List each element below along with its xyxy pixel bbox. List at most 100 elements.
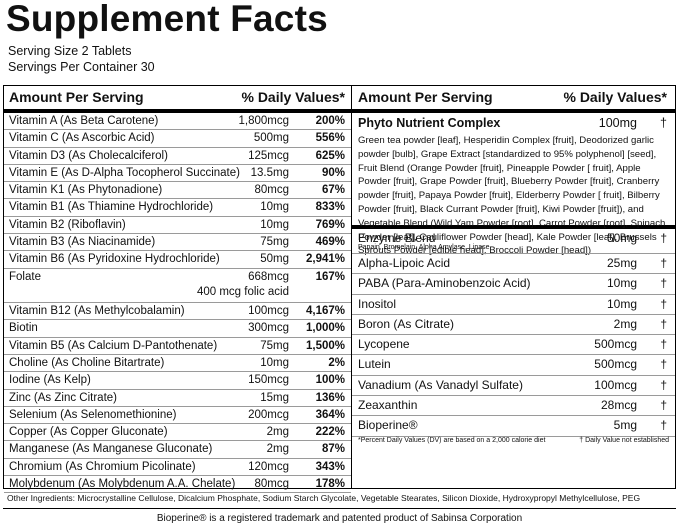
nutrient-row: Selenium (As Selenomethionine) 200mcg 364% bbox=[4, 407, 351, 425]
nutrient-amount: 80mcg bbox=[254, 184, 289, 197]
ingredient-mark: † bbox=[660, 337, 667, 352]
nutrient-name: Choline (As Choline Bitartrate) bbox=[9, 356, 165, 369]
header-dv: % Daily Values* bbox=[241, 89, 345, 105]
phyto-mark: † bbox=[660, 116, 667, 130]
nutrient-name: Chromium (As Chromium Picolinate) bbox=[9, 460, 196, 473]
ingredient-mark: † bbox=[660, 296, 667, 311]
nutrient-name: Vitamin B12 (As Methylcobalamin) bbox=[9, 305, 185, 318]
nutrient-dv: 87% bbox=[321, 443, 345, 456]
nutrient-name: Vitamin B5 (As Calcium D-Pantothenate) bbox=[9, 339, 218, 352]
nutrient-name: Vitamin B6 (As Pyridoxine Hydrochloride) bbox=[9, 253, 220, 266]
nutrient-note: 400 mcg folic acid bbox=[196, 285, 289, 298]
nutrient-dv: 167% bbox=[315, 270, 345, 283]
ingredient-mark: † bbox=[660, 357, 667, 372]
nutrient-row: Biotin 300mcg 1,000% bbox=[4, 320, 351, 338]
nutrient-dv: 136% bbox=[315, 391, 345, 404]
nutrient-name: Vitamin A (As Beta Carotene) bbox=[9, 115, 159, 127]
facts-panel: Amount Per Serving % Daily Values* Vitam… bbox=[3, 85, 676, 494]
nutrient-dv: 1,500% bbox=[305, 339, 345, 352]
nutrient-amount: 10mg bbox=[260, 201, 289, 214]
nutrient-name: Vitamin K1 (As Phytonadione) bbox=[9, 184, 163, 197]
nutrient-dv: 200% bbox=[315, 115, 345, 127]
nutrient-amount: 2mg bbox=[266, 426, 289, 439]
nutrient-amount: 150mcg bbox=[248, 374, 289, 387]
nutrient-row: Vitamin C (As Ascorbic Acid) 500mg 556% bbox=[4, 130, 351, 148]
header-amount: Amount Per Serving bbox=[358, 89, 493, 105]
title: Supplement Facts bbox=[6, 0, 328, 39]
nutrient-row: Copper (As Copper Gluconate) 2mg 222% bbox=[4, 424, 351, 442]
nutrient-name: Selenium (As Selenomethionine) bbox=[9, 408, 177, 421]
ingredient-name: Enzyme Blend bbox=[358, 231, 436, 245]
ingredient-mark: † bbox=[660, 377, 667, 392]
nutrient-row: Vitamin B6 (As Pyridoxine Hydrochloride)… bbox=[4, 251, 351, 269]
nutrient-row: Iodine (As Kelp) 150mcg 100% bbox=[4, 372, 351, 390]
nutrient-dv: 769% bbox=[315, 218, 345, 231]
phyto-name: Phyto Nutrient Complex bbox=[358, 116, 501, 130]
trademark-note: Bioperine® is a registered trademark and… bbox=[156, 513, 523, 524]
left-header: Amount Per Serving % Daily Values* bbox=[4, 86, 351, 113]
ingredient-amount: 25mg bbox=[606, 256, 637, 270]
nutrient-amount: 80mcg bbox=[254, 478, 289, 491]
nutrient-row: Zinc (As Zinc Citrate) 15mg 136% bbox=[4, 390, 351, 407]
nutrient-row: Vitamin E (As D-Alpha Tocopherol Succina… bbox=[4, 165, 351, 183]
nutrient-amount: 10mg bbox=[260, 218, 289, 231]
ingredient-note: Papain, Bromelain, Alpha Amylase, Lipase bbox=[358, 244, 490, 251]
nutrient-amount: 75mg bbox=[260, 236, 289, 249]
ingredient-name: Bioperine® bbox=[358, 418, 418, 433]
nutrient-name: Vitamin B1 (As Thiamine Hydrochloride) bbox=[9, 201, 214, 214]
nutrient-dv: 2% bbox=[328, 356, 345, 369]
nutrient-amount: 120mcg bbox=[248, 460, 289, 473]
ingredient-name: Inositol bbox=[358, 296, 397, 311]
nutrient-amount: 200mcg bbox=[248, 408, 289, 421]
ingredient-row: Inositol 10mg † bbox=[352, 295, 675, 315]
ingredient-amount: 10mg bbox=[606, 296, 637, 311]
ingredient-mark: † bbox=[660, 398, 667, 413]
nutrient-dv: 833% bbox=[315, 201, 345, 214]
nutrient-dv: 1,000% bbox=[305, 322, 345, 335]
other-ingredients: Other Ingredients: Microcrystalline Cell… bbox=[7, 493, 641, 503]
phyto-complex: Phyto Nutrient Complex 100mg † Green tea… bbox=[352, 113, 675, 256]
nutrient-name: Vitamin C (As Ascorbic Acid) bbox=[9, 132, 155, 145]
nutrient-amount: 668mcg bbox=[248, 270, 289, 283]
ingredient-name: Vanadium (As Vanadyl Sulfate) bbox=[358, 377, 523, 392]
ingredient-name: Zeaxanthin bbox=[358, 398, 418, 413]
nutrient-dv: 625% bbox=[315, 149, 345, 162]
ingredient-name: Lycopene bbox=[358, 337, 410, 352]
footnote-dagger: † Daily Value not established bbox=[579, 437, 669, 444]
ingredient-amount: 500mcg bbox=[594, 337, 637, 352]
nutrient-row: Vitamin B3 (As Niacinamide) 75mg 469% bbox=[4, 234, 351, 252]
nutrient-dv: 178% bbox=[315, 478, 345, 491]
ingredient-row: Lutein 500mcg † bbox=[352, 355, 675, 376]
ingredient-row: Boron (As Citrate) 2mg † bbox=[352, 315, 675, 336]
nutrient-row: Chromium (As Chromium Picolinate) 120mcg 3… bbox=[4, 459, 351, 477]
ingredient-row: Lycopene 500mcg † bbox=[352, 335, 675, 356]
nutrient-dv: 222% bbox=[315, 426, 345, 439]
footnote-dv: *Percent Daily Values (DV) are based on … bbox=[358, 437, 546, 444]
nutrient-name: Manganese (As Manganese Gluconate) bbox=[9, 443, 213, 456]
right-header: Amount Per Serving % Daily Values* bbox=[352, 86, 675, 113]
ingredient-name: Alpha-Lipoic Acid bbox=[358, 256, 451, 270]
nutrient-name: Folate bbox=[9, 270, 41, 283]
right-column: Amount Per Serving % Daily Values* Phyto… bbox=[352, 86, 675, 488]
ingredient-amount: 10mg bbox=[606, 276, 637, 291]
ingredient-mark: † bbox=[660, 316, 667, 331]
nutrient-name: Vitamin B2 (Riboflavin) bbox=[9, 218, 126, 231]
nutrient-dv: 4,167% bbox=[305, 305, 345, 318]
nutrient-row: Vitamin B5 (As Calcium D-Pantothenate) 75… bbox=[4, 338, 351, 355]
ingredient-row: Vanadium (As Vanadyl Sulfate) 100mcg † bbox=[352, 376, 675, 397]
left-column: Amount Per Serving % Daily Values* Vitam… bbox=[4, 86, 352, 494]
nutrient-amount: 50mg bbox=[260, 253, 289, 266]
nutrient-name: Vitamin D3 (As Cholecalciferol) bbox=[9, 149, 168, 162]
ingredient-mark: † bbox=[660, 276, 667, 291]
nutrient-amount: 300mcg bbox=[248, 322, 289, 335]
servings-per-container: Servings Per Container 30 bbox=[8, 60, 155, 74]
nutrient-row: Molybdenum (As Molybdenum A.A. Chelate) 8… bbox=[4, 476, 351, 494]
ingredient-row: Enzyme Blend Papain, Bromelain, Alpha Amy… bbox=[352, 229, 675, 254]
ingredient-row: Alpha-Lipoic Acid 25mg † bbox=[352, 254, 675, 275]
ingredient-row: Zeaxanthin 28mcg † bbox=[352, 396, 675, 417]
nutrient-name: Copper (As Copper Gluconate) bbox=[9, 426, 168, 439]
ingredient-amount: 50mg bbox=[606, 231, 637, 245]
nutrient-row: Vitamin D3 (As Cholecalciferol) 125mcg 625… bbox=[4, 148, 351, 165]
nutrient-dv: 343% bbox=[315, 460, 345, 473]
